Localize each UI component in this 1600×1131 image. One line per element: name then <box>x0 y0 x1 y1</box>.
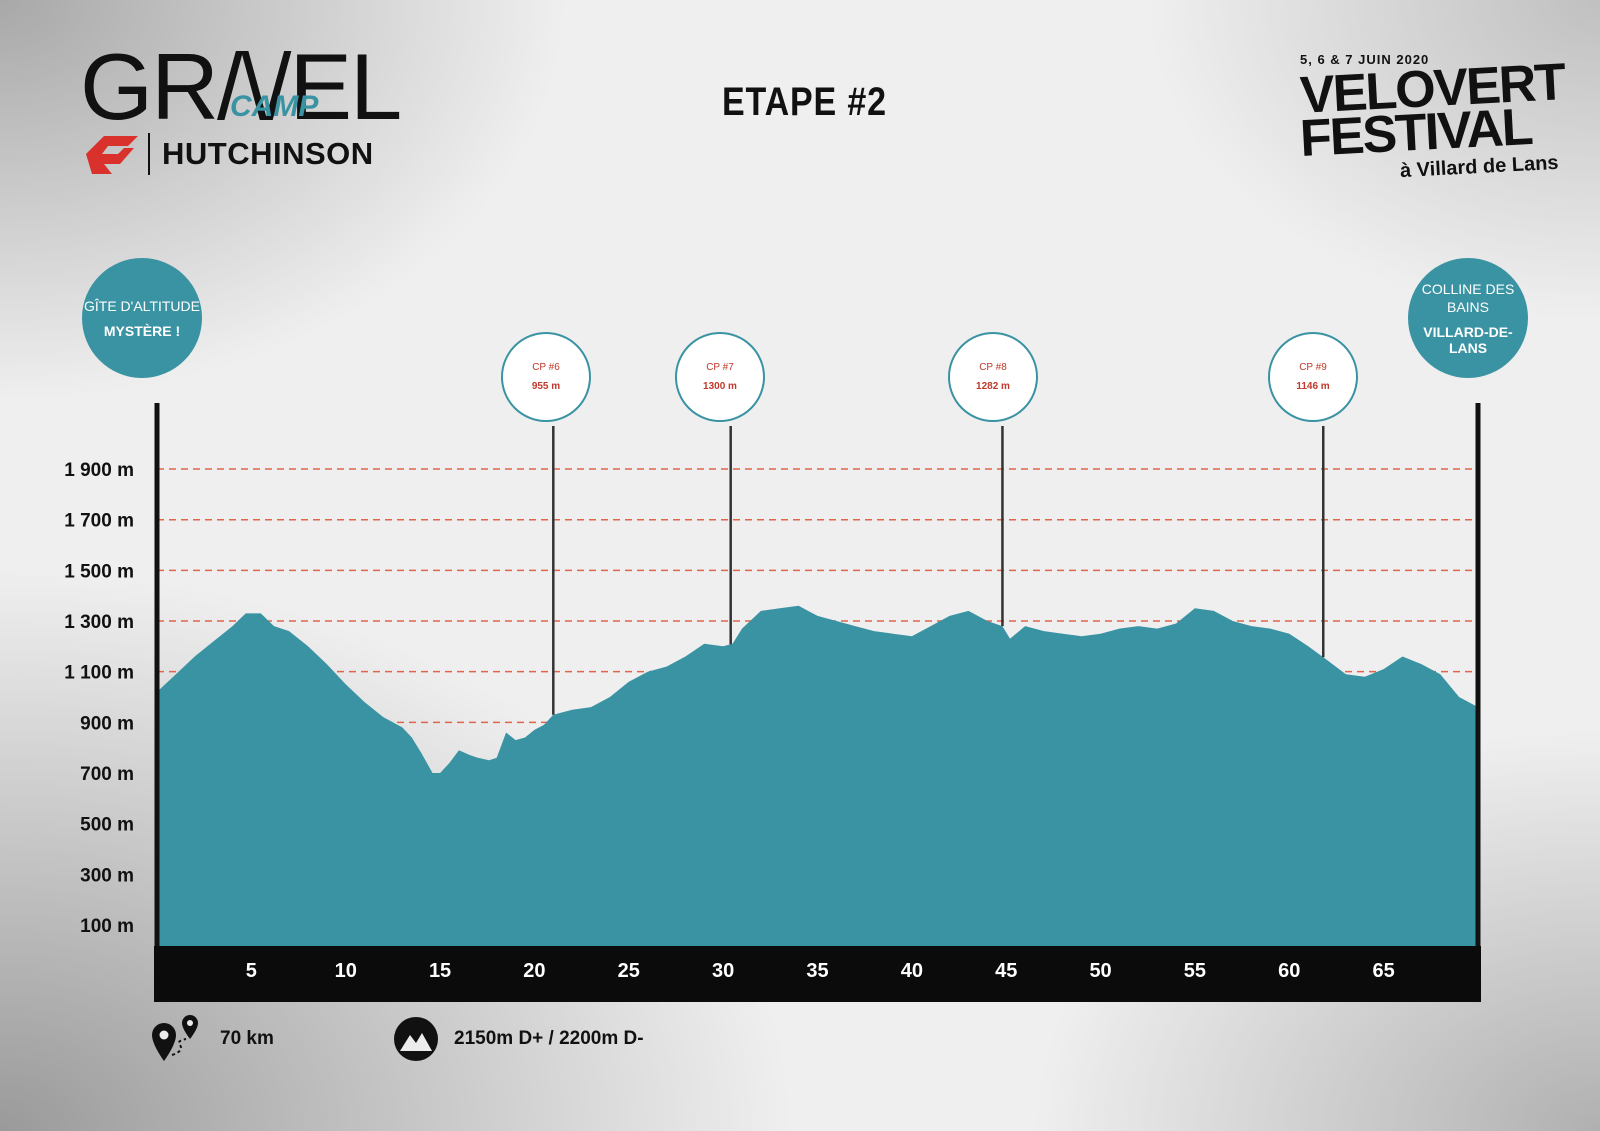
x-tick-label: 15 <box>429 960 451 982</box>
start-line1: GÎTE D'ALTITUDE <box>84 298 200 314</box>
cp-name: CP #9 <box>1299 362 1327 373</box>
x-tick-label: 30 <box>712 960 734 982</box>
cp-name: CP #7 <box>706 362 734 373</box>
gravel-camp-logo: GR/\/EL CAMP HUTCHINSON <box>80 40 410 180</box>
route-pin-icon <box>152 1015 198 1061</box>
start-bubble: GÎTE D'ALTITUDE MYSTÈRE ! <box>82 258 202 378</box>
checkpoint-lines <box>552 426 1325 715</box>
checkpoint-bubble-cp7: CP #7 1300 m <box>675 332 765 422</box>
x-tick-labels: 5 10 15 20 25 30 35 40 45 50 55 60 65 <box>246 960 1395 982</box>
x-tick-label: 65 <box>1373 960 1395 982</box>
x-tick-label: 25 <box>618 960 640 982</box>
stage-title: ETAPE #2 <box>722 80 887 124</box>
cp-altitude: 1146 m <box>1296 381 1330 392</box>
cp-altitude: 1282 m <box>976 381 1010 392</box>
cp-altitude: 955 m <box>531 381 561 392</box>
x-tick-label: 35 <box>806 960 828 982</box>
y-tick-label: 100 m <box>80 916 134 937</box>
checkpoint-bubble-cp9: CP #9 1146 m <box>1268 332 1358 422</box>
gravel-logo-word: GR/\/EL <box>80 34 402 139</box>
logo-separator <box>148 133 150 175</box>
y-tick-label: 1 900 m <box>64 460 134 481</box>
y-tick-label: 900 m <box>80 713 134 734</box>
festival-date: 5, 6 & 7 JUIN 2020 <box>1300 52 1430 67</box>
y-tick-label: 1 700 m <box>64 511 134 532</box>
hutchinson-mark-icon <box>86 136 138 174</box>
hutchinson-logo-word: HUTCHINSON <box>162 136 374 171</box>
x-tick-label: 10 <box>335 960 357 982</box>
cp-name: CP #6 <box>532 362 560 373</box>
elevation-value: 2150m D+ / 2200m D- <box>454 1028 644 1049</box>
velovert-festival-logo: 5, 6 & 7 JUIN 2020 VELOVERT FESTIVAL à V… <box>1299 52 1570 192</box>
elevation-stat: 2150m D+ / 2200m D- <box>392 1015 644 1063</box>
x-tick-label: 20 <box>523 960 545 982</box>
x-axis-band <box>154 946 1481 1002</box>
x-tick-label: 5 <box>246 960 257 982</box>
finish-line1: COLLINE DES BAINS <box>1421 281 1515 315</box>
finish-bubble: COLLINE DES BAINS VILLARD-DE-LANS <box>1408 258 1528 378</box>
x-tick-label: 55 <box>1184 960 1206 982</box>
y-tick-label: 1 100 m <box>64 663 134 684</box>
x-tick-label: 45 <box>995 960 1017 982</box>
x-tick-label: 60 <box>1278 960 1300 982</box>
cp-name: CP #8 <box>979 362 1007 373</box>
y-tick-label: 300 m <box>80 865 134 886</box>
start-line2: MYSTÈRE ! <box>103 323 181 339</box>
y-tick-label: 700 m <box>80 764 134 785</box>
y-tick-labels: 100 m 300 m 500 m 700 m 900 m 1 100 m 1 300 m 1… <box>64 460 134 937</box>
distance-stat: 70 km <box>150 1015 274 1063</box>
profile-area <box>157 605 1478 948</box>
y-tick-label: 500 m <box>80 815 134 836</box>
camp-logo-word: CAMP <box>230 90 319 123</box>
cp-altitude: 1300 m <box>703 381 737 392</box>
distance-value: 70 km <box>220 1028 274 1049</box>
finish-line2: VILLARD-DE-LANS <box>1423 324 1513 356</box>
y-tick-label: 1 500 m <box>64 561 134 582</box>
y-tick-label: 1 300 m <box>64 612 134 633</box>
hutchinson-row: HUTCHINSON <box>82 132 374 176</box>
checkpoint-bubble-cp6: CP #6 955 m <box>501 332 591 422</box>
checkpoint-bubble-cp8: CP #8 1282 m <box>948 332 1038 422</box>
x-tick-label: 50 <box>1089 960 1111 982</box>
mountain-icon <box>394 1017 438 1061</box>
x-tick-label: 40 <box>901 960 923 982</box>
